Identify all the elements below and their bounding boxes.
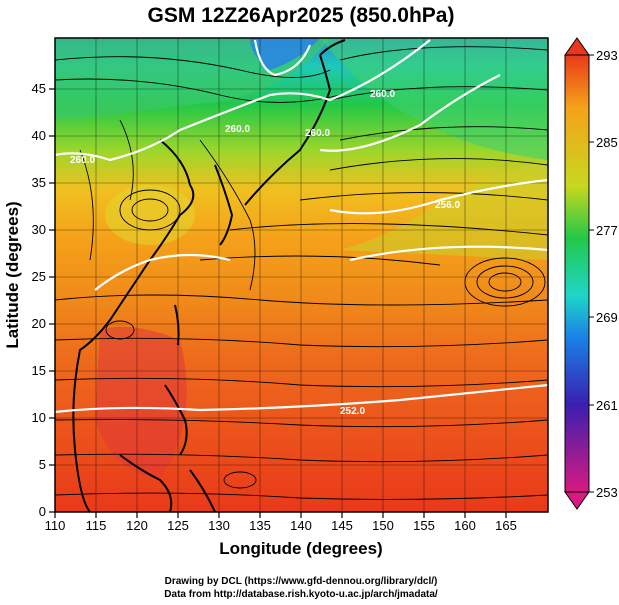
- contour-label: 252.0: [340, 406, 365, 417]
- colorbar-tick-label: 293: [596, 48, 618, 63]
- contour-label: 260.0: [370, 89, 395, 100]
- wind-streamlines: [55, 46, 548, 500]
- grid: [55, 38, 548, 512]
- x-tick-label: 150: [372, 518, 394, 533]
- x-tick-label: 130: [208, 518, 230, 533]
- x-tick-label: 160: [454, 518, 476, 533]
- x-tick-label: 110: [45, 518, 66, 533]
- y-axis: 0 5 10 15 20 25 30 35 40 45 Latitude (de…: [3, 81, 55, 519]
- y-tick-label: 40: [32, 128, 46, 143]
- colorbar-tick-label: 261: [596, 398, 618, 413]
- isotherms: [55, 39, 548, 414]
- colorbar-tick-label: 269: [596, 310, 618, 325]
- x-tick-label: 125: [167, 518, 189, 533]
- y-tick-label: 30: [32, 222, 46, 237]
- plot-area: 260.0 260.0 260.0 256.0 260.0 252.0: [55, 38, 548, 512]
- yellow-band-east: [340, 160, 548, 260]
- colorbar-tick-label: 277: [596, 223, 618, 238]
- x-tick-label: 155: [413, 518, 435, 533]
- credit-line-1: Drawing by DCL (https://www.gfd-dennou.o…: [165, 576, 438, 587]
- y-tick-label: 10: [32, 410, 46, 425]
- y-tick-label: 15: [32, 363, 46, 378]
- x-axis: 110 115 120 125 130 135 140 145 150 155 …: [45, 512, 517, 558]
- green-patch-ne: [320, 38, 548, 160]
- y-tick-label: 35: [32, 175, 46, 190]
- colorbar-top-arrow: [564, 37, 590, 56]
- y-axis-title: Latitude (degrees): [3, 201, 22, 348]
- coastlines: [72, 39, 346, 512]
- y-tick-label: 5: [39, 457, 46, 472]
- coldest-patch: [250, 38, 320, 70]
- contour-label: 256.0: [435, 200, 460, 211]
- x-tick-label: 135: [249, 518, 271, 533]
- chart-title: GSM 12Z26Apr2025 (850.0hPa): [148, 4, 455, 27]
- x-tick-label: 165: [495, 518, 517, 533]
- credit-line-2: Data from http://database.rish.kyoto-u.a…: [164, 589, 438, 600]
- colorbar-gradient: [564, 54, 590, 493]
- y-tick-label: 25: [32, 269, 46, 284]
- x-axis-title: Longitude (degrees): [219, 539, 382, 558]
- y-tick-label: 20: [32, 316, 46, 331]
- x-tick-label: 140: [290, 518, 312, 533]
- contour-label: 260.0: [225, 124, 250, 135]
- contour-label: 260.0: [305, 128, 330, 139]
- x-tick-label: 115: [86, 518, 107, 533]
- colorbar: 293 285 277 269 261 253: [564, 37, 618, 510]
- colorbar-bottom-arrow: [564, 491, 590, 510]
- contour-label: 260.0: [70, 155, 95, 166]
- x-tick-label: 145: [331, 518, 353, 533]
- y-tick-label: 45: [32, 81, 46, 96]
- colorbar-tick-label: 253: [596, 485, 618, 500]
- colorbar-tick-label: 285: [596, 135, 618, 150]
- warm-patch-philippines: [95, 326, 187, 480]
- y-tick-label: 0: [39, 504, 46, 519]
- x-tick-label: 120: [126, 518, 148, 533]
